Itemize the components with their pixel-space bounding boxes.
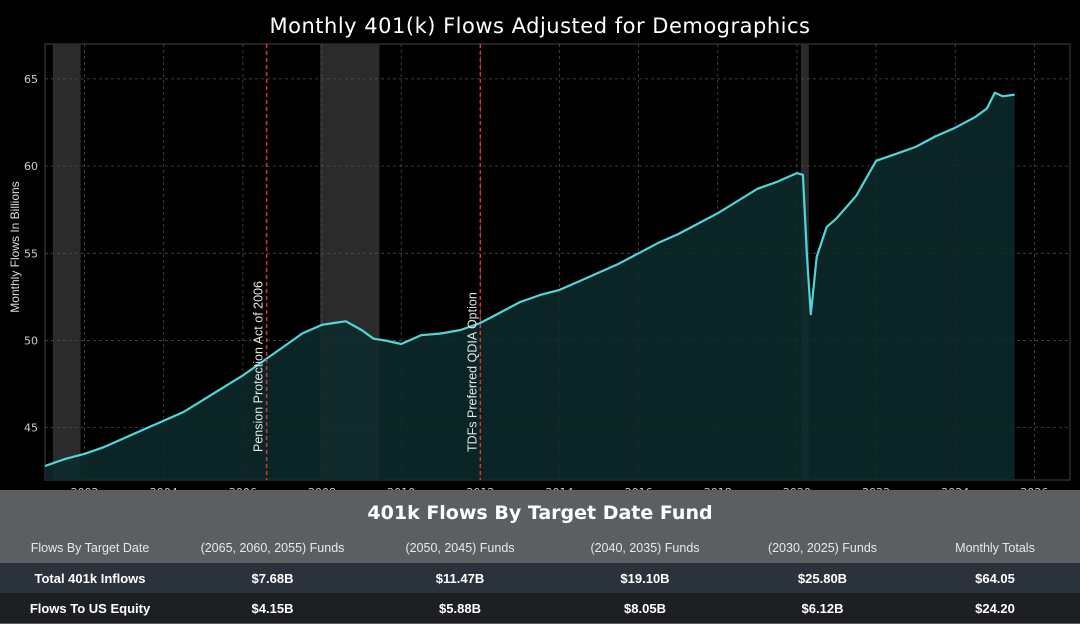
table-header-row: Flows By Target Date (2065, 2060, 2055) …	[0, 533, 1080, 563]
x-tick-label: 2010	[387, 486, 415, 490]
x-tick-label: 2018	[704, 486, 732, 490]
x-tick-label: 2014	[545, 486, 573, 490]
table-cell: $24.20	[910, 593, 1080, 623]
x-tick-label: 2012	[466, 486, 494, 490]
x-tick-label: 2002	[71, 486, 99, 490]
x-tick-label: 2006	[229, 486, 257, 490]
table-cell: $64.05	[910, 563, 1080, 593]
recession-band	[52, 44, 81, 480]
y-axis-label: Monthly Flows In Billions	[8, 181, 22, 313]
header-cell: (2040, 2035) Funds	[555, 533, 735, 563]
y-tick-label: 45	[24, 422, 38, 435]
table-cell: $8.05B	[555, 593, 735, 623]
series-area	[45, 92, 1015, 481]
header-cell: Monthly Totals	[910, 533, 1080, 563]
annotation-label: Pension Protection Act of 2006	[252, 281, 266, 452]
x-tick-label: 2016	[625, 486, 653, 490]
x-tick-label: 2022	[862, 486, 890, 490]
table-cell: $5.88B	[365, 593, 555, 623]
header-cell: Flows By Target Date	[0, 533, 180, 563]
table-cell: $11.47B	[365, 563, 555, 593]
header-cell: (2050, 2045) Funds	[365, 533, 555, 563]
y-tick-label: 55	[24, 247, 38, 260]
table-cell: Total 401k Inflows	[0, 563, 180, 593]
y-tick-label: 65	[24, 73, 38, 86]
y-tick-label: 50	[24, 334, 38, 347]
table-cell: $4.15B	[180, 593, 365, 623]
flows-chart: 2002 2004 2006 2008 2010 2012 2014 2016 2018 2020…	[24, 43, 1071, 490]
table-cell: Flows To US Equity	[0, 593, 180, 623]
chart-title: Monthly 401(k) Flows Adjusted for Demogr…	[269, 14, 811, 38]
table-cell: $19.10B	[555, 563, 735, 593]
target-date-table: Flows By Target Date (2065, 2060, 2055) …	[0, 533, 1080, 623]
header-cell: (2030, 2025) Funds	[735, 533, 910, 563]
x-tick-label: 2020	[783, 486, 811, 490]
x-tick-label: 2004	[150, 486, 178, 490]
table-row: Total 401k Inflows $7.68B $11.47B $19.10…	[0, 563, 1080, 593]
x-tick-label: 2026	[1020, 486, 1048, 490]
table-title: 401k Flows By Target Date Fund	[367, 502, 713, 524]
x-tick-label: 2024	[941, 486, 969, 490]
table-cell: $25.80B	[735, 563, 910, 593]
series-line	[44, 91, 1015, 468]
y-tick-label: 60	[24, 160, 38, 173]
table-cell: $7.68B	[180, 563, 365, 593]
annotation-label: TDFs Preferred QDIA Option	[465, 292, 479, 452]
table-row: Flows To US Equity $4.15B $5.88B $8.05B …	[0, 593, 1080, 623]
chart-area: 2002 2004 2006 2008 2010 2012 2014 2016 2018 2020…	[8, 14, 1071, 490]
table-cell: $6.12B	[735, 593, 910, 623]
header-cell: (2065, 2060, 2055) Funds	[180, 533, 365, 563]
x-tick-label: 2008	[308, 486, 336, 490]
